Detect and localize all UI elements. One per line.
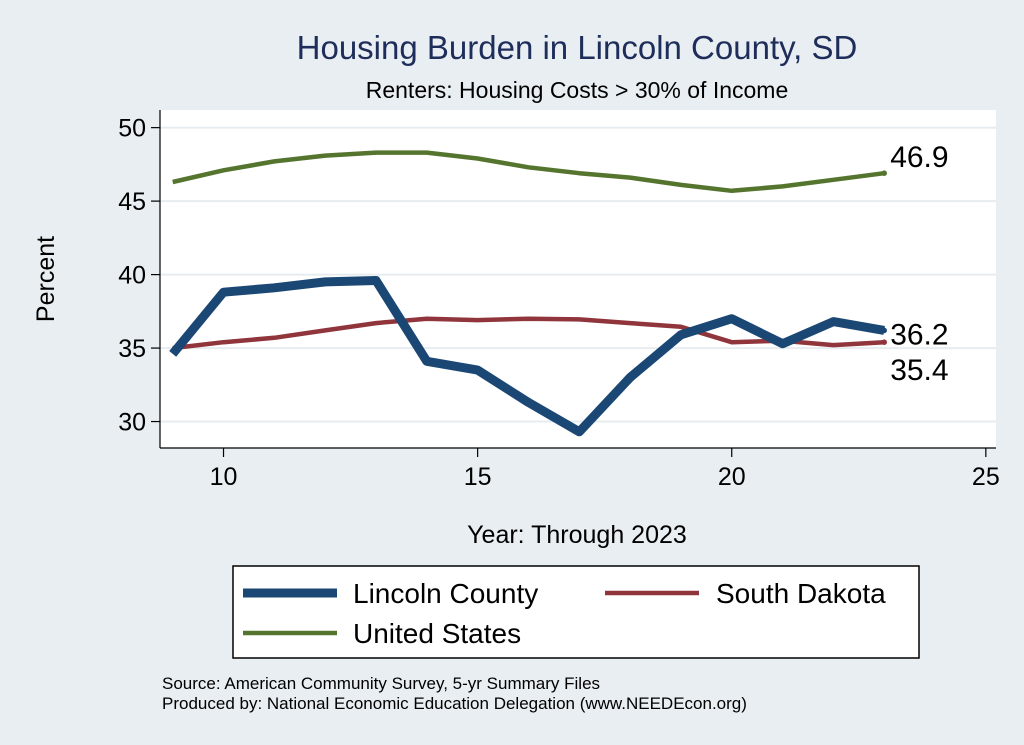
plot-area [160,110,996,448]
series-line-south-dakota [172,316,885,351]
legend-box [232,565,920,659]
legend-label: South Dakota [716,578,886,609]
y-tick-label: 35 [118,335,146,363]
gridlines [160,126,996,423]
series-lines [169,150,885,437]
axes [159,110,996,449]
end-labels: 36.235.4 46.9 [881,141,949,387]
source-note: Source: American Community Survey, 5-yr … [162,674,600,693]
x-ticks: 10 15 20 25 [210,448,1000,491]
end-marker [881,339,887,345]
x-tick-label: 15 [464,463,492,491]
series-line-lincoln-county [169,276,885,437]
chart-subtitle: Renters: Housing Costs > 30% of Income [366,77,789,103]
y-tick-label: 30 [118,409,146,437]
x-tick-label: 20 [718,463,746,491]
y-axis-title: Percent [32,236,60,322]
y-tick-label: 45 [118,188,146,216]
legend: Lincoln County South Dakota United States [243,578,886,649]
produced-by-note: Produced by: National Economic Education… [162,694,747,713]
x-tick-label: 25 [972,463,1000,491]
x-axis-title: Year: Through 2023 [467,521,687,549]
end-label: 46.9 [890,141,948,174]
legend-label: United States [353,618,521,649]
legend-label: Lincoln County [353,578,538,609]
end-label: 36.2 [890,318,948,351]
chart-title: Housing Burden in Lincoln County, SD [297,29,858,66]
series-line-united-states [172,150,885,194]
end-marker [881,327,887,334]
end-marker [881,170,887,176]
y-tick-label: 50 [118,115,146,143]
x-tick-label: 10 [210,463,238,491]
y-ticks: 30 35 40 45 50 [118,115,160,437]
end-label: 35.4 [890,354,948,387]
y-tick-label: 40 [118,262,146,290]
